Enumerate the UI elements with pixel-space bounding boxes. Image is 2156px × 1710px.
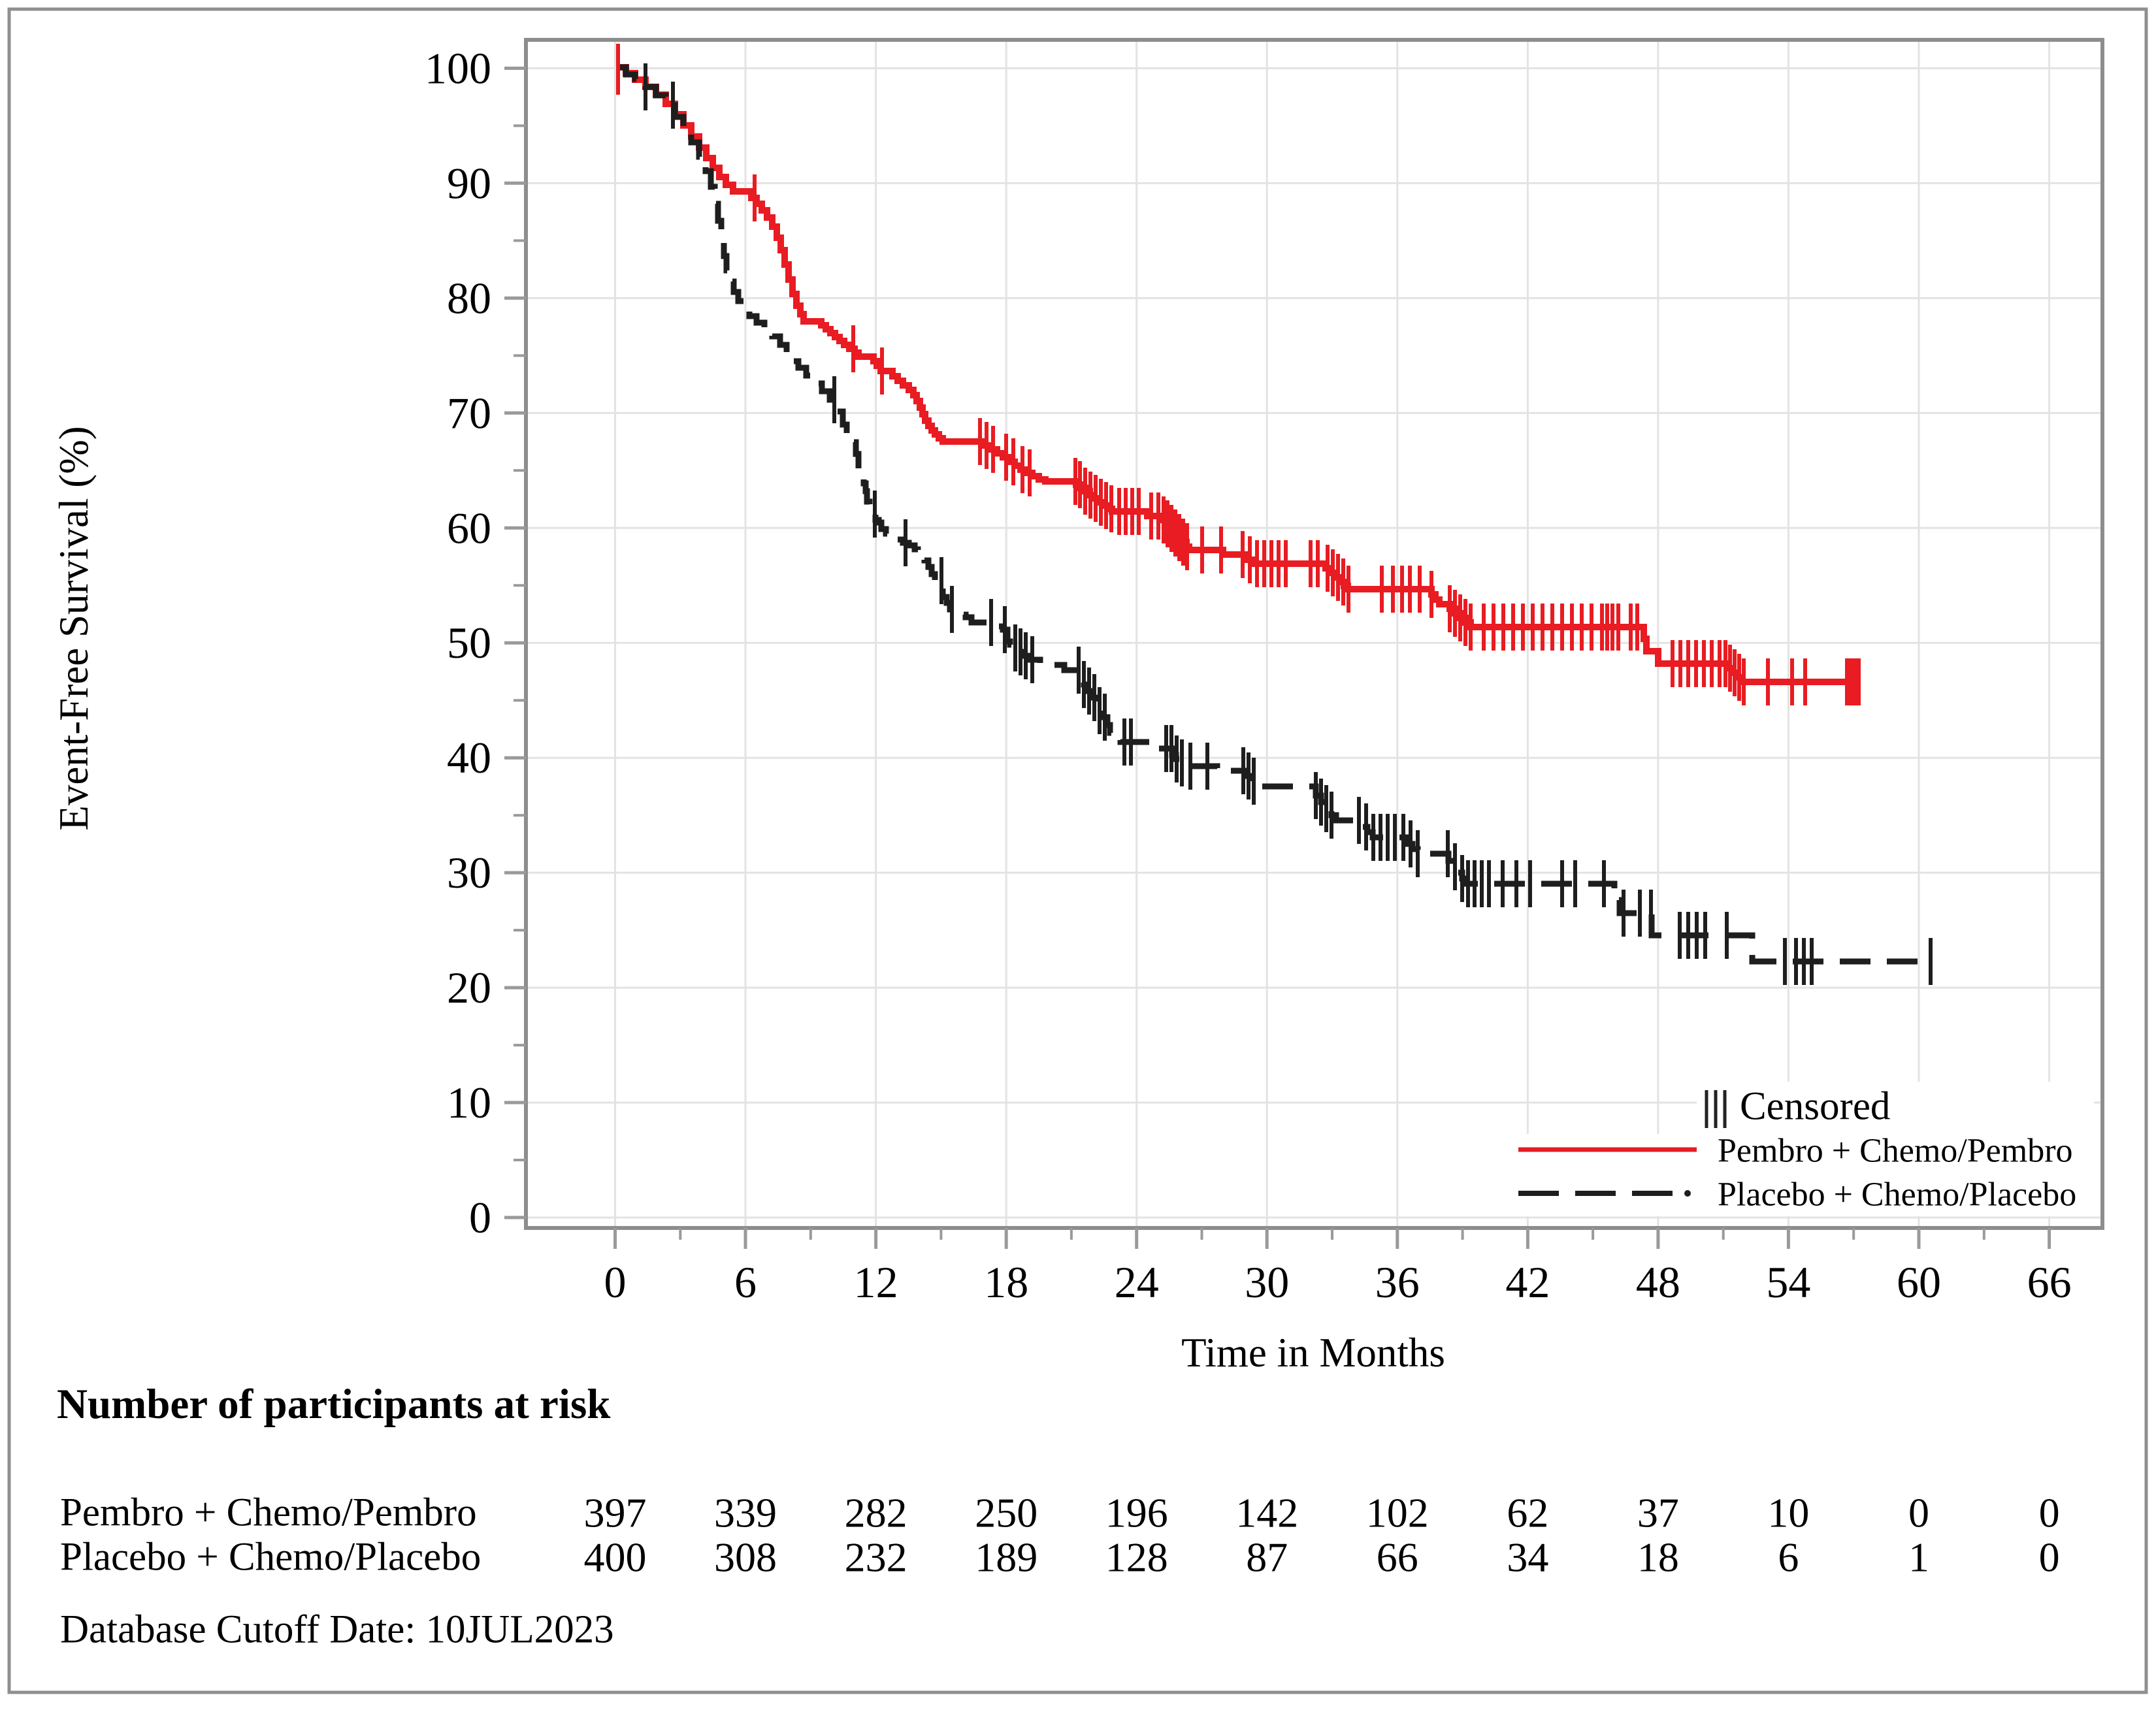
svg-text:6: 6: [1778, 1534, 1799, 1581]
svg-text:10: 10: [447, 1078, 491, 1127]
svg-text:54: 54: [1766, 1257, 1810, 1307]
svg-text:Pembro + Chemo/Pembro: Pembro + Chemo/Pembro: [60, 1491, 477, 1535]
svg-text:142: 142: [1235, 1490, 1298, 1536]
svg-text:232: 232: [845, 1534, 907, 1581]
svg-text:70: 70: [447, 388, 491, 438]
svg-text:Censored: Censored: [1740, 1085, 1890, 1129]
svg-text:10: 10: [1767, 1490, 1809, 1536]
svg-text:1: 1: [1908, 1534, 1929, 1581]
svg-text:128: 128: [1105, 1534, 1168, 1581]
svg-text:20: 20: [447, 963, 491, 1012]
svg-text:36: 36: [1375, 1257, 1420, 1307]
svg-text:196: 196: [1105, 1490, 1168, 1536]
svg-text:0: 0: [2039, 1534, 2060, 1581]
svg-text:282: 282: [845, 1490, 907, 1536]
svg-text:0: 0: [604, 1257, 627, 1307]
svg-text:60: 60: [447, 503, 491, 553]
svg-text:0: 0: [1908, 1490, 1929, 1536]
svg-text:0: 0: [2039, 1490, 2060, 1536]
svg-text:308: 308: [714, 1534, 777, 1581]
svg-text:12: 12: [854, 1257, 898, 1307]
svg-text:100: 100: [425, 44, 491, 93]
svg-text:Number of participants at risk: Number of participants at risk: [57, 1381, 611, 1428]
svg-text:24: 24: [1115, 1257, 1159, 1307]
svg-text:0: 0: [469, 1193, 491, 1242]
svg-text:80: 80: [447, 273, 491, 323]
svg-text:189: 189: [975, 1534, 1037, 1581]
svg-text:60: 60: [1897, 1257, 1941, 1307]
svg-text:400: 400: [584, 1534, 647, 1581]
svg-text:Event-Free Survival (%): Event-Free Survival (%): [51, 426, 97, 830]
svg-text:18: 18: [984, 1257, 1028, 1307]
svg-text:66: 66: [1377, 1534, 1418, 1581]
svg-text:50: 50: [447, 618, 491, 668]
svg-text:Placebo + Chemo/Placebo: Placebo + Chemo/Placebo: [1718, 1176, 2076, 1214]
svg-text:Placebo + Chemo/Placebo: Placebo + Chemo/Placebo: [60, 1536, 481, 1579]
svg-text:62: 62: [1507, 1490, 1548, 1536]
svg-text:397: 397: [584, 1490, 647, 1536]
svg-text:66: 66: [2027, 1257, 2072, 1307]
svg-text:42: 42: [1505, 1257, 1550, 1307]
svg-text:18: 18: [1637, 1534, 1679, 1581]
svg-text:48: 48: [1636, 1257, 1680, 1307]
svg-text:37: 37: [1637, 1490, 1679, 1536]
svg-text:87: 87: [1246, 1534, 1288, 1581]
svg-text:102: 102: [1366, 1490, 1429, 1536]
svg-text:339: 339: [714, 1490, 777, 1536]
svg-text:Time in Months: Time in Months: [1181, 1330, 1445, 1376]
svg-text:Pembro + Chemo/Pembro: Pembro + Chemo/Pembro: [1718, 1133, 2073, 1170]
svg-text:30: 30: [447, 848, 491, 897]
svg-text:6: 6: [734, 1257, 757, 1307]
svg-text:Database Cutoff Date: 10JUL202: Database Cutoff Date: 10JUL2023: [60, 1608, 614, 1652]
svg-text:30: 30: [1245, 1257, 1289, 1307]
svg-text:90: 90: [447, 158, 491, 208]
svg-text:34: 34: [1507, 1534, 1548, 1581]
svg-text:40: 40: [447, 733, 491, 782]
svg-text:250: 250: [975, 1490, 1037, 1536]
